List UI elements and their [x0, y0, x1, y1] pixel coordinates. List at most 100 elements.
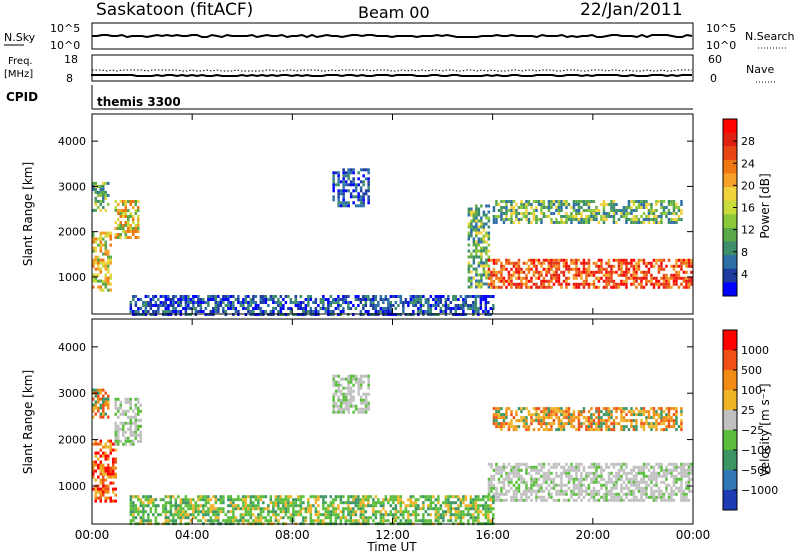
data-cell [142, 504, 145, 508]
data-cell [189, 498, 193, 502]
data-cell [510, 419, 513, 423]
data-cell [657, 215, 661, 218]
data-cell [482, 504, 485, 508]
data-cell [359, 195, 363, 199]
data-cell [394, 307, 398, 310]
data-cell [452, 501, 455, 505]
data-cell [94, 499, 97, 503]
data-cell [652, 425, 656, 429]
data-cell [244, 501, 248, 505]
data-cell [495, 416, 498, 420]
data-cell [444, 510, 448, 514]
data-cell [339, 304, 343, 307]
data-cell [102, 261, 105, 265]
data-cell [249, 501, 253, 505]
data-cell [402, 307, 405, 310]
data-cell [592, 422, 596, 426]
data-cell [249, 304, 253, 307]
data-cell [164, 298, 168, 301]
data-cell [97, 397, 100, 401]
data-cell [600, 471, 603, 475]
data-cell [635, 270, 638, 274]
data-cell [660, 462, 663, 466]
data-cell [444, 298, 448, 301]
data-cell [617, 282, 621, 286]
data-cell [640, 203, 643, 206]
data-cell [182, 516, 185, 520]
data-cell [517, 462, 521, 466]
data-cell [490, 462, 493, 466]
data-cell [475, 249, 478, 253]
data-cell [607, 428, 611, 432]
data-cell [217, 307, 220, 310]
data-cell [637, 276, 641, 280]
data-cell [615, 258, 618, 262]
data-cell [637, 258, 641, 262]
data-cell [530, 267, 533, 271]
data-cell [487, 295, 490, 298]
data-cell [357, 410, 360, 414]
data-cell [557, 209, 561, 212]
data-cell [497, 276, 501, 280]
data-cell [675, 203, 678, 206]
data-cell [412, 301, 415, 304]
data-cell [487, 513, 490, 517]
data-cell [540, 282, 543, 286]
data-cell [304, 519, 308, 523]
data-cell [412, 304, 415, 307]
data-cell [625, 465, 628, 469]
data-cell [304, 516, 308, 520]
data-cell [467, 507, 470, 511]
data-cell [157, 504, 160, 508]
data-cell [324, 495, 328, 499]
data-cell [635, 471, 638, 475]
data-cell [547, 468, 551, 472]
data-cell [485, 240, 488, 244]
data-cell [192, 513, 195, 517]
data-cell [610, 276, 613, 280]
data-cell [382, 301, 385, 304]
data-cell [94, 202, 97, 206]
data-cell [174, 507, 178, 511]
data-cell [517, 206, 521, 209]
data-cell [565, 410, 568, 414]
data-cell [667, 495, 671, 499]
data-cell [590, 480, 593, 484]
data-cell [414, 507, 418, 511]
data-cell [497, 498, 501, 502]
data-cell [104, 469, 107, 473]
data-cell [122, 230, 125, 233]
data-cell [279, 301, 283, 304]
data-cell [655, 489, 658, 493]
data-cell [99, 279, 102, 283]
data-cell [580, 492, 583, 496]
data-cell [254, 504, 258, 508]
data-cell [582, 477, 586, 481]
data-cell [660, 413, 663, 417]
data-cell [342, 377, 345, 381]
data-cell [547, 428, 551, 432]
data-cell [112, 448, 115, 452]
data-cell [134, 495, 138, 499]
data-cell [515, 468, 518, 472]
data-cell [229, 307, 233, 310]
data-cell [605, 267, 608, 271]
data-cell [412, 504, 415, 508]
data-cell [202, 513, 205, 517]
data-cell [475, 273, 478, 277]
data-cell [344, 516, 348, 520]
data-cell [394, 519, 398, 523]
data-cell [409, 495, 413, 499]
data-cell [495, 285, 498, 289]
data-cell [690, 489, 693, 493]
data-cell [497, 480, 501, 484]
data-cell [387, 498, 390, 502]
data-cell [127, 436, 130, 440]
data-cell [675, 422, 678, 426]
data-cell [525, 462, 528, 466]
data-cell [92, 415, 95, 419]
data-cell [590, 471, 593, 475]
data-cell [132, 221, 135, 224]
data-cell [480, 231, 483, 235]
